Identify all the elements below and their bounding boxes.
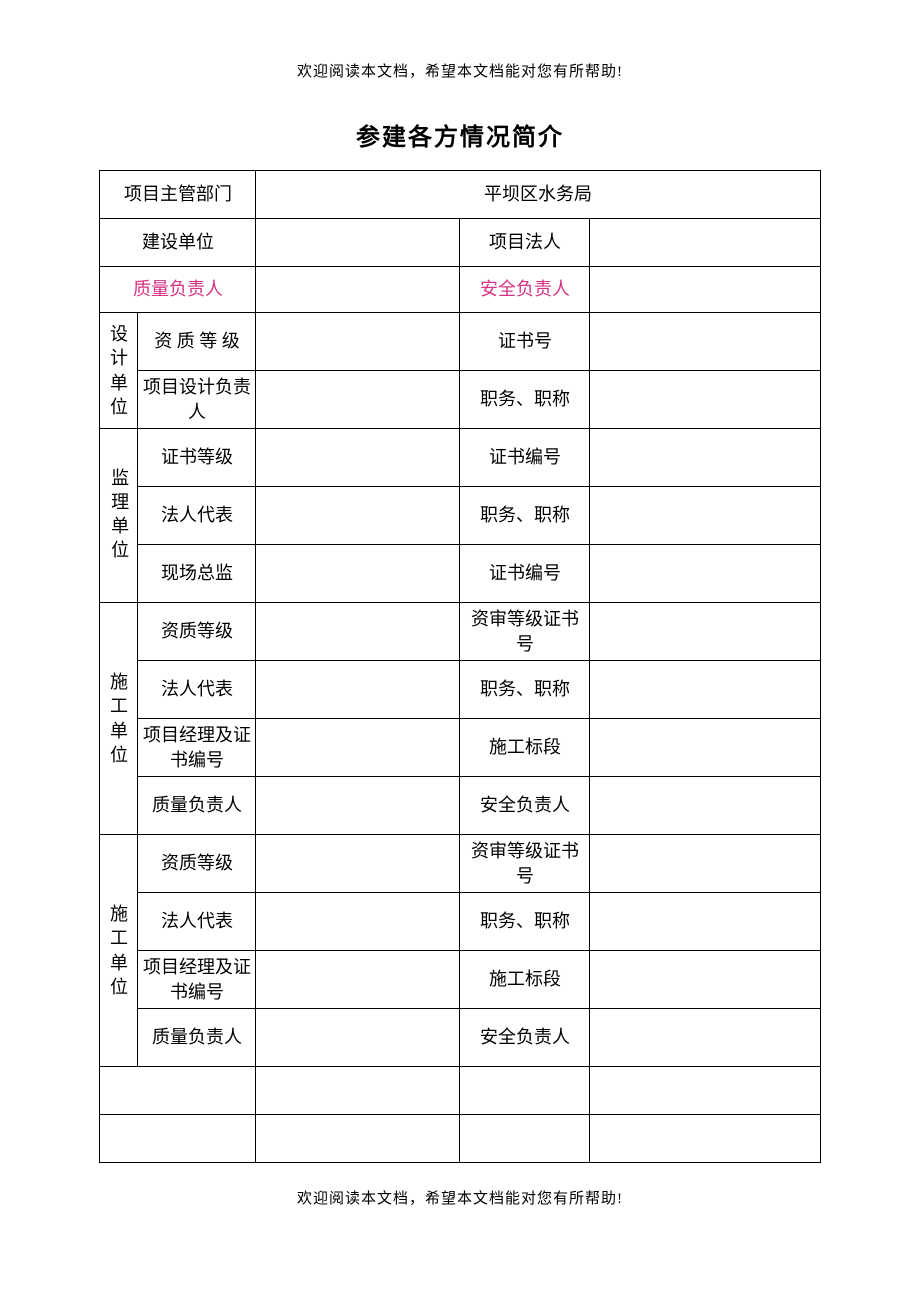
supervise-r1-rv	[590, 429, 820, 487]
construct2-r4-l: 质量负责人	[138, 1009, 256, 1067]
design-r1-l: 资 质 等 级	[138, 313, 256, 371]
parties-table: 项目主管部门 平坝区水务局 建设单位 项目法人 质量负责人 安全负责人 设计单位…	[99, 170, 820, 1163]
label-quality-person: 质量负责人	[100, 267, 256, 313]
construct1-r2-l: 法人代表	[138, 661, 256, 719]
empty-row2-rv	[590, 1115, 820, 1163]
value-quality-person	[256, 267, 460, 313]
construct1-r3-l: 项目经理及证书编号	[138, 719, 256, 777]
construct2-r3-r: 施工标段	[460, 951, 590, 1009]
construct2-r4-rv	[590, 1009, 820, 1067]
empty-row1-v	[256, 1067, 460, 1115]
construct1-r2-rv	[590, 661, 820, 719]
construct1-r4-l: 质量负责人	[138, 777, 256, 835]
construct1-r4-r: 安全负责人	[460, 777, 590, 835]
construct2-r2-v	[256, 893, 460, 951]
design-r1-v	[256, 313, 460, 371]
label-dept: 项目主管部门	[100, 171, 256, 219]
footer-note: 欢迎阅读本文档，希望本文档能对您有所帮助!	[297, 1187, 623, 1208]
group-construct1: 施工单位	[100, 603, 138, 835]
empty-row1-l	[100, 1067, 256, 1115]
supervise-r3-l: 现场总监	[138, 545, 256, 603]
design-r2-l: 项目设计负责人	[138, 371, 256, 429]
supervise-r1-r: 证书编号	[460, 429, 590, 487]
construct1-r1-l: 资质等级	[138, 603, 256, 661]
construct2-r3-l: 项目经理及证书编号	[138, 951, 256, 1009]
construct2-r4-v	[256, 1009, 460, 1067]
empty-row2-v	[256, 1115, 460, 1163]
label-build-unit: 建设单位	[100, 219, 256, 267]
supervise-r3-rv	[590, 545, 820, 603]
design-r1-rv	[590, 313, 820, 371]
design-r1-r: 证书号	[460, 313, 590, 371]
header-note: 欢迎阅读本文档，希望本文档能对您有所帮助!	[297, 60, 623, 81]
construct1-r1-v	[256, 603, 460, 661]
supervise-r2-r: 职务、职称	[460, 487, 590, 545]
construct1-r2-r: 职务、职称	[460, 661, 590, 719]
group-supervise: 监理单位	[100, 429, 138, 603]
empty-row1-r	[460, 1067, 590, 1115]
supervise-r2-v	[256, 487, 460, 545]
supervise-r3-r: 证书编号	[460, 545, 590, 603]
group-construct2: 施工单位	[100, 835, 138, 1067]
construct1-r1-r: 资审等级证书号	[460, 603, 590, 661]
supervise-r1-l: 证书等级	[138, 429, 256, 487]
supervise-r2-rv	[590, 487, 820, 545]
value-safety-person	[590, 267, 820, 313]
design-r2-rv	[590, 371, 820, 429]
empty-row1-rv	[590, 1067, 820, 1115]
construct2-r1-v	[256, 835, 460, 893]
construct1-r3-r: 施工标段	[460, 719, 590, 777]
construct1-r3-v	[256, 719, 460, 777]
supervise-r1-v	[256, 429, 460, 487]
construct2-r2-r: 职务、职称	[460, 893, 590, 951]
label-safety-person: 安全负责人	[460, 267, 590, 313]
construct1-r1-rv	[590, 603, 820, 661]
construct1-r4-rv	[590, 777, 820, 835]
empty-row2-r	[460, 1115, 590, 1163]
construct2-r3-v	[256, 951, 460, 1009]
construct2-r2-rv	[590, 893, 820, 951]
design-r2-r: 职务、职称	[460, 371, 590, 429]
construct1-r2-v	[256, 661, 460, 719]
construct2-r3-rv	[590, 951, 820, 1009]
construct2-r4-r: 安全负责人	[460, 1009, 590, 1067]
value-build-unit	[256, 219, 460, 267]
page-title: 参建各方情况简介	[356, 117, 564, 152]
supervise-r2-l: 法人代表	[138, 487, 256, 545]
value-project-legal	[590, 219, 820, 267]
empty-row2-l	[100, 1115, 256, 1163]
construct2-r1-r: 资审等级证书号	[460, 835, 590, 893]
group-design: 设计单位	[100, 313, 138, 429]
construct1-r3-rv	[590, 719, 820, 777]
label-project-legal: 项目法人	[460, 219, 590, 267]
construct2-r1-rv	[590, 835, 820, 893]
supervise-r3-v	[256, 545, 460, 603]
value-dept: 平坝区水务局	[256, 171, 820, 219]
construct2-r1-l: 资质等级	[138, 835, 256, 893]
construct1-r4-v	[256, 777, 460, 835]
construct2-r2-l: 法人代表	[138, 893, 256, 951]
design-r2-v	[256, 371, 460, 429]
